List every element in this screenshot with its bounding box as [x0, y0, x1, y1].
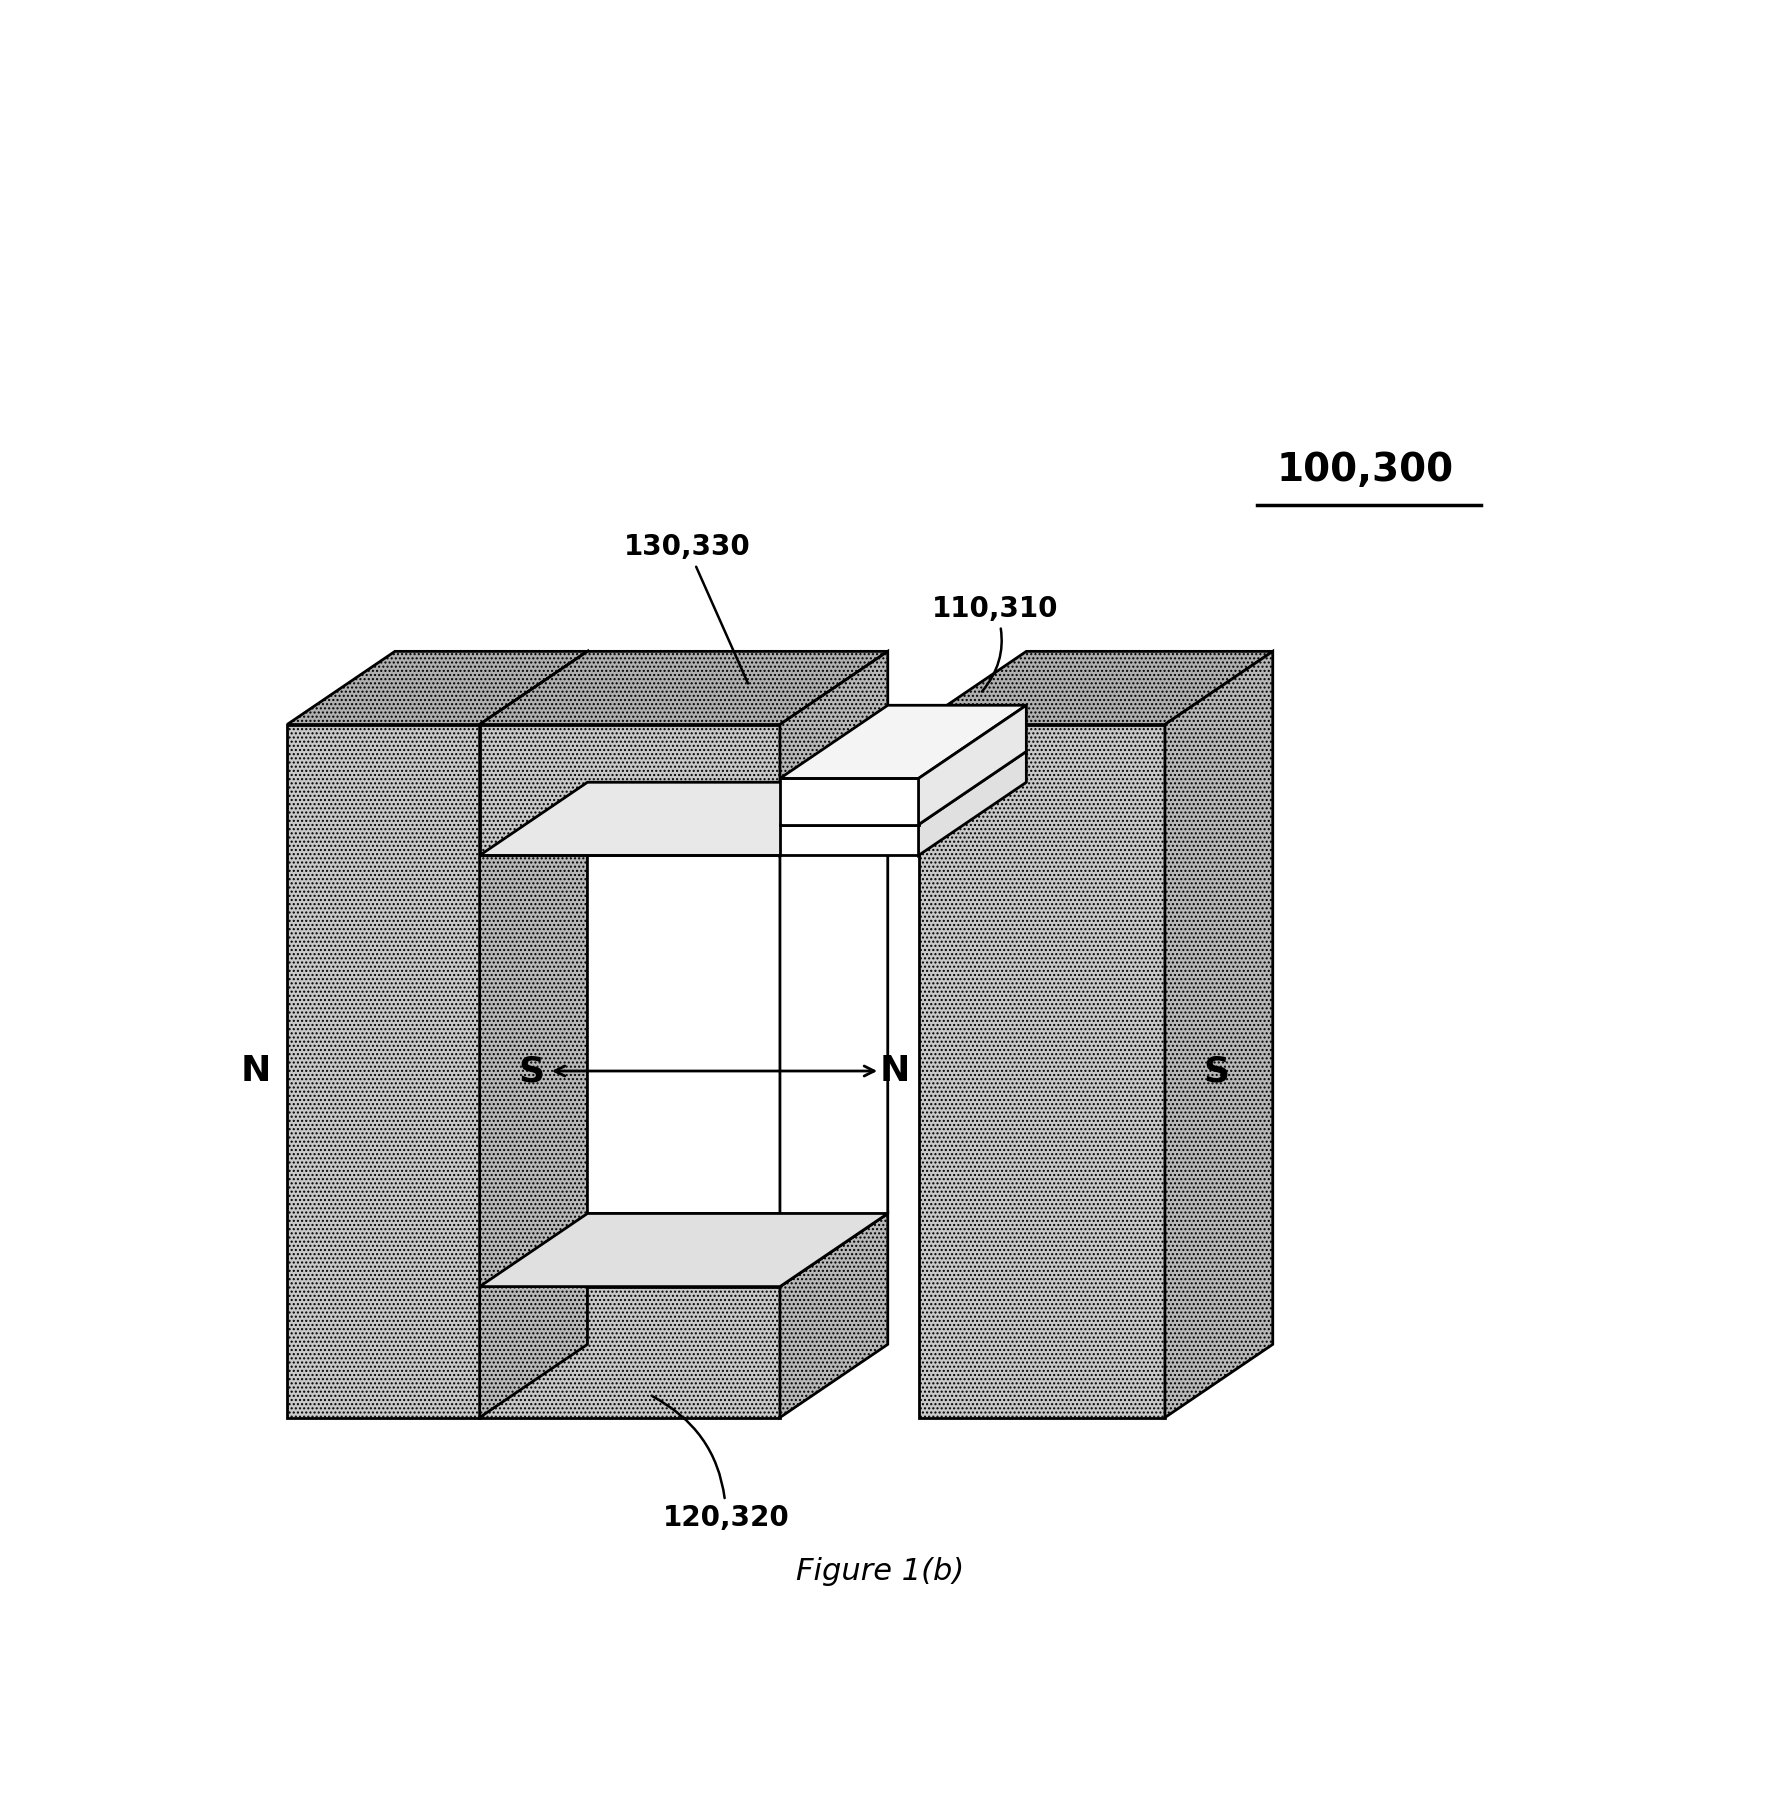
Text: 110,310: 110,310 — [932, 595, 1060, 691]
Polygon shape — [479, 1286, 780, 1418]
Polygon shape — [918, 706, 1026, 825]
Text: N: N — [879, 1055, 911, 1087]
Polygon shape — [287, 725, 479, 1418]
Polygon shape — [479, 781, 888, 856]
Polygon shape — [479, 1214, 888, 1286]
Polygon shape — [479, 725, 780, 856]
Polygon shape — [479, 651, 888, 725]
Polygon shape — [479, 1214, 888, 1286]
Polygon shape — [287, 651, 587, 725]
Polygon shape — [780, 778, 918, 825]
Text: S: S — [1203, 1055, 1229, 1087]
Text: S: S — [518, 1055, 545, 1087]
Polygon shape — [780, 751, 1026, 825]
Polygon shape — [918, 651, 1272, 725]
Polygon shape — [780, 781, 888, 1286]
Polygon shape — [479, 651, 587, 1418]
Text: N: N — [241, 1055, 271, 1087]
Text: Figure 1(b): Figure 1(b) — [796, 1558, 964, 1586]
Polygon shape — [918, 751, 1026, 856]
Text: 130,330: 130,330 — [624, 534, 750, 684]
Polygon shape — [780, 651, 888, 856]
Polygon shape — [780, 1214, 888, 1418]
Polygon shape — [780, 825, 918, 856]
Polygon shape — [918, 725, 1166, 1418]
Polygon shape — [1166, 651, 1272, 1418]
Text: 100,300: 100,300 — [1277, 452, 1454, 490]
Text: 120,320: 120,320 — [651, 1397, 789, 1532]
Polygon shape — [780, 706, 1026, 778]
